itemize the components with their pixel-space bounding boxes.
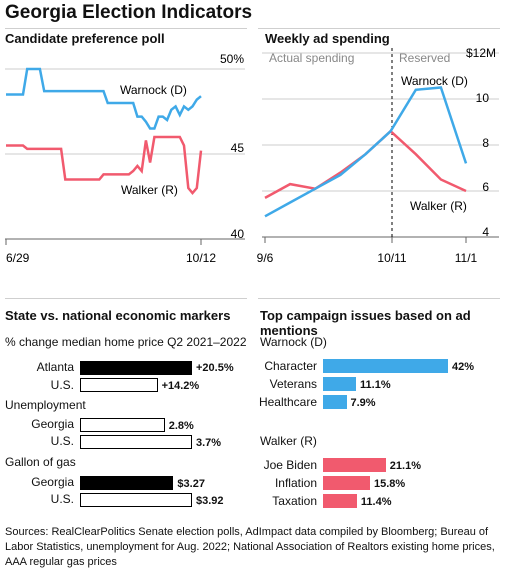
econ-row-label: U.S.	[50, 434, 74, 448]
econ-bar	[80, 418, 165, 432]
econ-row-label: Georgia	[31, 417, 74, 431]
ads-unit-label: $12M	[466, 48, 496, 60]
econ-group-gas-label: Gallon of gas	[5, 455, 76, 469]
issues-title: Top campaign issues based on ad mentions	[260, 308, 471, 338]
issue-value: 42%	[452, 361, 475, 373]
page-title: Georgia Election Indicators	[5, 2, 253, 23]
econ-value: +20.5%	[196, 362, 234, 374]
ads-top-rule	[258, 28, 500, 29]
poll-top-rule	[5, 28, 247, 29]
econ-bar	[80, 493, 192, 507]
poll-warnock-line	[6, 67, 202, 130]
econ-row-label: U.S.	[50, 378, 74, 392]
ads-chart: Actual spending Reserved $12M 10 8 6 4 W…	[257, 48, 499, 265]
econ-value: $3.27	[177, 478, 205, 490]
issue-bar	[323, 359, 448, 373]
issues-top-rule	[258, 298, 500, 299]
econ-row-label: U.S.	[50, 492, 74, 506]
econ-group-home-label: % change median home price Q2 2021–2022	[5, 335, 247, 349]
ads-y-tick-8: 8	[482, 136, 489, 150]
econ-title: State vs. national economic markers	[5, 308, 231, 323]
ads-warnock-line	[264, 86, 468, 218]
poll-chart: 50% 45 40 Warnock (D) Walker (R) 6/29 10…	[5, 52, 245, 265]
ads-x-label-start: 9/6	[257, 251, 274, 265]
ads-y-tick-4: 4	[482, 225, 489, 239]
econ-bar	[80, 435, 192, 449]
ads-y-tick-10: 10	[476, 91, 490, 105]
poll-y-tick-40: 40	[231, 227, 245, 241]
issue-row-label: Healthcare	[258, 395, 317, 409]
issue-bar	[323, 377, 357, 391]
issue-value: 11.1%	[360, 379, 391, 391]
econ-top-rule	[5, 298, 247, 299]
issue-bar	[323, 494, 357, 508]
poll-warnock-label: Warnock (D)	[120, 83, 187, 97]
poll-y-tick-45: 45	[231, 141, 245, 155]
poll-y-tick-50: 50%	[220, 52, 244, 66]
issue-value: 15.8%	[374, 478, 406, 490]
poll-title: Candidate preference poll	[5, 31, 165, 46]
ads-walker-line	[264, 129, 467, 199]
econ-bar	[80, 476, 174, 490]
issue-row-label: Joe Biden	[263, 458, 317, 472]
issue-row-label: Inflation	[274, 476, 317, 490]
econ-value: $3.92	[196, 495, 224, 507]
econ-row-label: Atlanta	[36, 360, 74, 374]
ads-reserved-label: Reserved	[399, 51, 450, 65]
ads-x-label-end: 11/1	[455, 251, 478, 265]
source-note: Sources: RealClearPolitics Senate electi…	[5, 526, 495, 568]
econ-bar	[80, 361, 192, 375]
econ-value: 3.7%	[196, 437, 222, 449]
ads-actual-label: Actual spending	[269, 51, 354, 65]
econ-value: 2.8%	[168, 420, 194, 432]
issue-bar	[323, 395, 347, 409]
econ-group-unemployment-label: Unemployment	[5, 398, 86, 412]
issue-value: 21.1%	[389, 460, 421, 472]
issue-bar	[323, 476, 371, 490]
issue-value: 7.9%	[350, 397, 376, 409]
issue-bar	[323, 458, 386, 472]
econ-value: +14.2%	[161, 380, 200, 392]
poll-x-label-end: 10/12	[186, 251, 216, 265]
issue-row-label: Taxation	[272, 494, 317, 508]
econ-row-label: Georgia	[31, 475, 74, 489]
issues-group-warnock-label: Warnock (D)	[260, 335, 327, 349]
poll-walker-line	[6, 135, 203, 196]
poll-x-label-start: 6/29	[6, 251, 30, 265]
poll-walker-label: Walker (R)	[121, 183, 178, 197]
ads-walker-label: Walker (R)	[410, 199, 467, 213]
ads-y-tick-6: 6	[482, 180, 489, 194]
ads-x-label-mid: 10/11	[377, 251, 406, 265]
ads-title: Weekly ad spending	[265, 31, 390, 46]
econ-bar	[80, 378, 158, 392]
issue-row-label: Character	[264, 359, 317, 373]
ads-warnock-label: Warnock (D)	[401, 74, 468, 88]
issue-row-label: Veterans	[269, 377, 317, 391]
issues-group-walker-label: Walker (R)	[260, 434, 317, 448]
issue-value: 11.4%	[360, 496, 392, 508]
